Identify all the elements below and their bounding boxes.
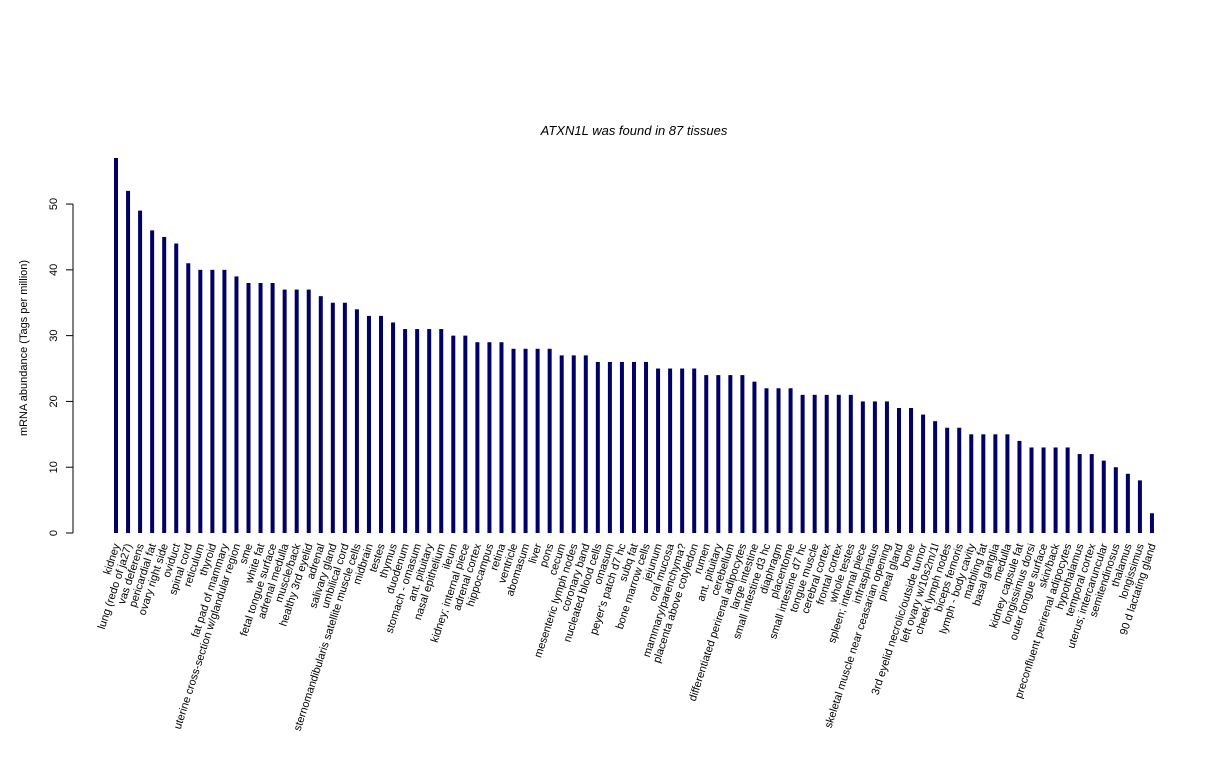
bar	[1125, 473, 1130, 533]
bar	[1149, 513, 1154, 533]
bar	[1053, 447, 1058, 533]
bar	[403, 329, 408, 533]
bar	[487, 342, 492, 533]
bar	[788, 388, 793, 533]
bar	[379, 315, 384, 533]
bar	[366, 315, 371, 533]
bar	[981, 434, 986, 533]
bar	[776, 388, 781, 533]
bar	[728, 375, 733, 533]
bar	[523, 348, 528, 533]
bar	[933, 421, 938, 533]
bar	[114, 158, 118, 533]
bar	[270, 283, 275, 533]
bar	[318, 296, 323, 533]
y-axis: 0 10 20 30 40 50	[48, 198, 74, 536]
bar	[740, 375, 745, 533]
bar	[704, 375, 709, 533]
bar	[511, 348, 516, 533]
bar	[848, 394, 853, 533]
bar	[752, 381, 757, 533]
bar	[1065, 447, 1070, 533]
bar	[354, 309, 359, 533]
bar	[150, 230, 155, 534]
bar	[330, 302, 335, 533]
bar	[872, 401, 877, 533]
bar	[583, 355, 588, 533]
bar	[836, 394, 841, 533]
bar	[921, 414, 926, 533]
bar	[1077, 454, 1082, 533]
bar	[644, 361, 649, 533]
bar	[607, 361, 612, 533]
bar	[957, 427, 962, 533]
bar	[342, 302, 347, 533]
bars-group	[114, 158, 1154, 534]
bar	[969, 434, 974, 533]
bar	[439, 329, 444, 533]
bar	[668, 368, 673, 533]
bar	[812, 394, 817, 533]
bar	[1089, 454, 1094, 533]
bar	[222, 269, 227, 533]
bar	[138, 210, 143, 533]
bar	[631, 361, 636, 533]
bar	[210, 269, 215, 533]
bar	[909, 408, 914, 533]
bar	[1101, 460, 1106, 533]
y-tick-label: 0	[48, 530, 60, 536]
bar	[306, 289, 311, 533]
bar	[451, 335, 456, 533]
bar	[1005, 434, 1010, 533]
bar	[692, 368, 697, 533]
bar	[1017, 440, 1022, 533]
bar	[463, 335, 468, 533]
bar	[619, 361, 624, 533]
bar	[258, 283, 263, 533]
chart-title: ATXN1L was found in 87 tissues	[540, 123, 728, 138]
bar	[884, 401, 889, 533]
bar	[174, 243, 179, 534]
bar	[282, 289, 287, 533]
bar	[860, 401, 865, 533]
bar	[800, 394, 805, 533]
bar	[764, 388, 769, 533]
y-tick-label: 30	[48, 330, 60, 342]
bar	[824, 394, 829, 533]
y-tick-label: 10	[48, 461, 60, 473]
bar	[945, 427, 950, 533]
bar	[246, 283, 251, 533]
y-axis-label: mRNA abundance (Tags per million)	[18, 260, 30, 436]
bar	[680, 368, 685, 533]
bar	[294, 289, 299, 533]
bar	[415, 329, 420, 533]
y-tick-label: 50	[48, 198, 60, 210]
bar	[162, 236, 167, 533]
bar	[595, 361, 600, 533]
bar	[198, 269, 203, 533]
bar	[234, 276, 239, 533]
bar	[499, 342, 504, 533]
bar	[1029, 447, 1034, 533]
bar	[427, 329, 432, 533]
bar	[391, 322, 396, 533]
bar	[126, 190, 131, 534]
bar	[1137, 480, 1142, 533]
bar	[896, 408, 901, 533]
y-tick-label: 20	[48, 395, 60, 407]
bar	[547, 348, 552, 533]
bar	[571, 355, 576, 533]
bar	[656, 368, 661, 533]
bar	[716, 375, 721, 533]
y-tick-label: 40	[48, 264, 60, 276]
bar	[475, 342, 480, 533]
bar	[1113, 467, 1118, 533]
bar	[1041, 447, 1046, 533]
bar	[993, 434, 998, 533]
bar	[559, 355, 564, 533]
bar	[535, 348, 540, 533]
bar	[186, 263, 191, 533]
